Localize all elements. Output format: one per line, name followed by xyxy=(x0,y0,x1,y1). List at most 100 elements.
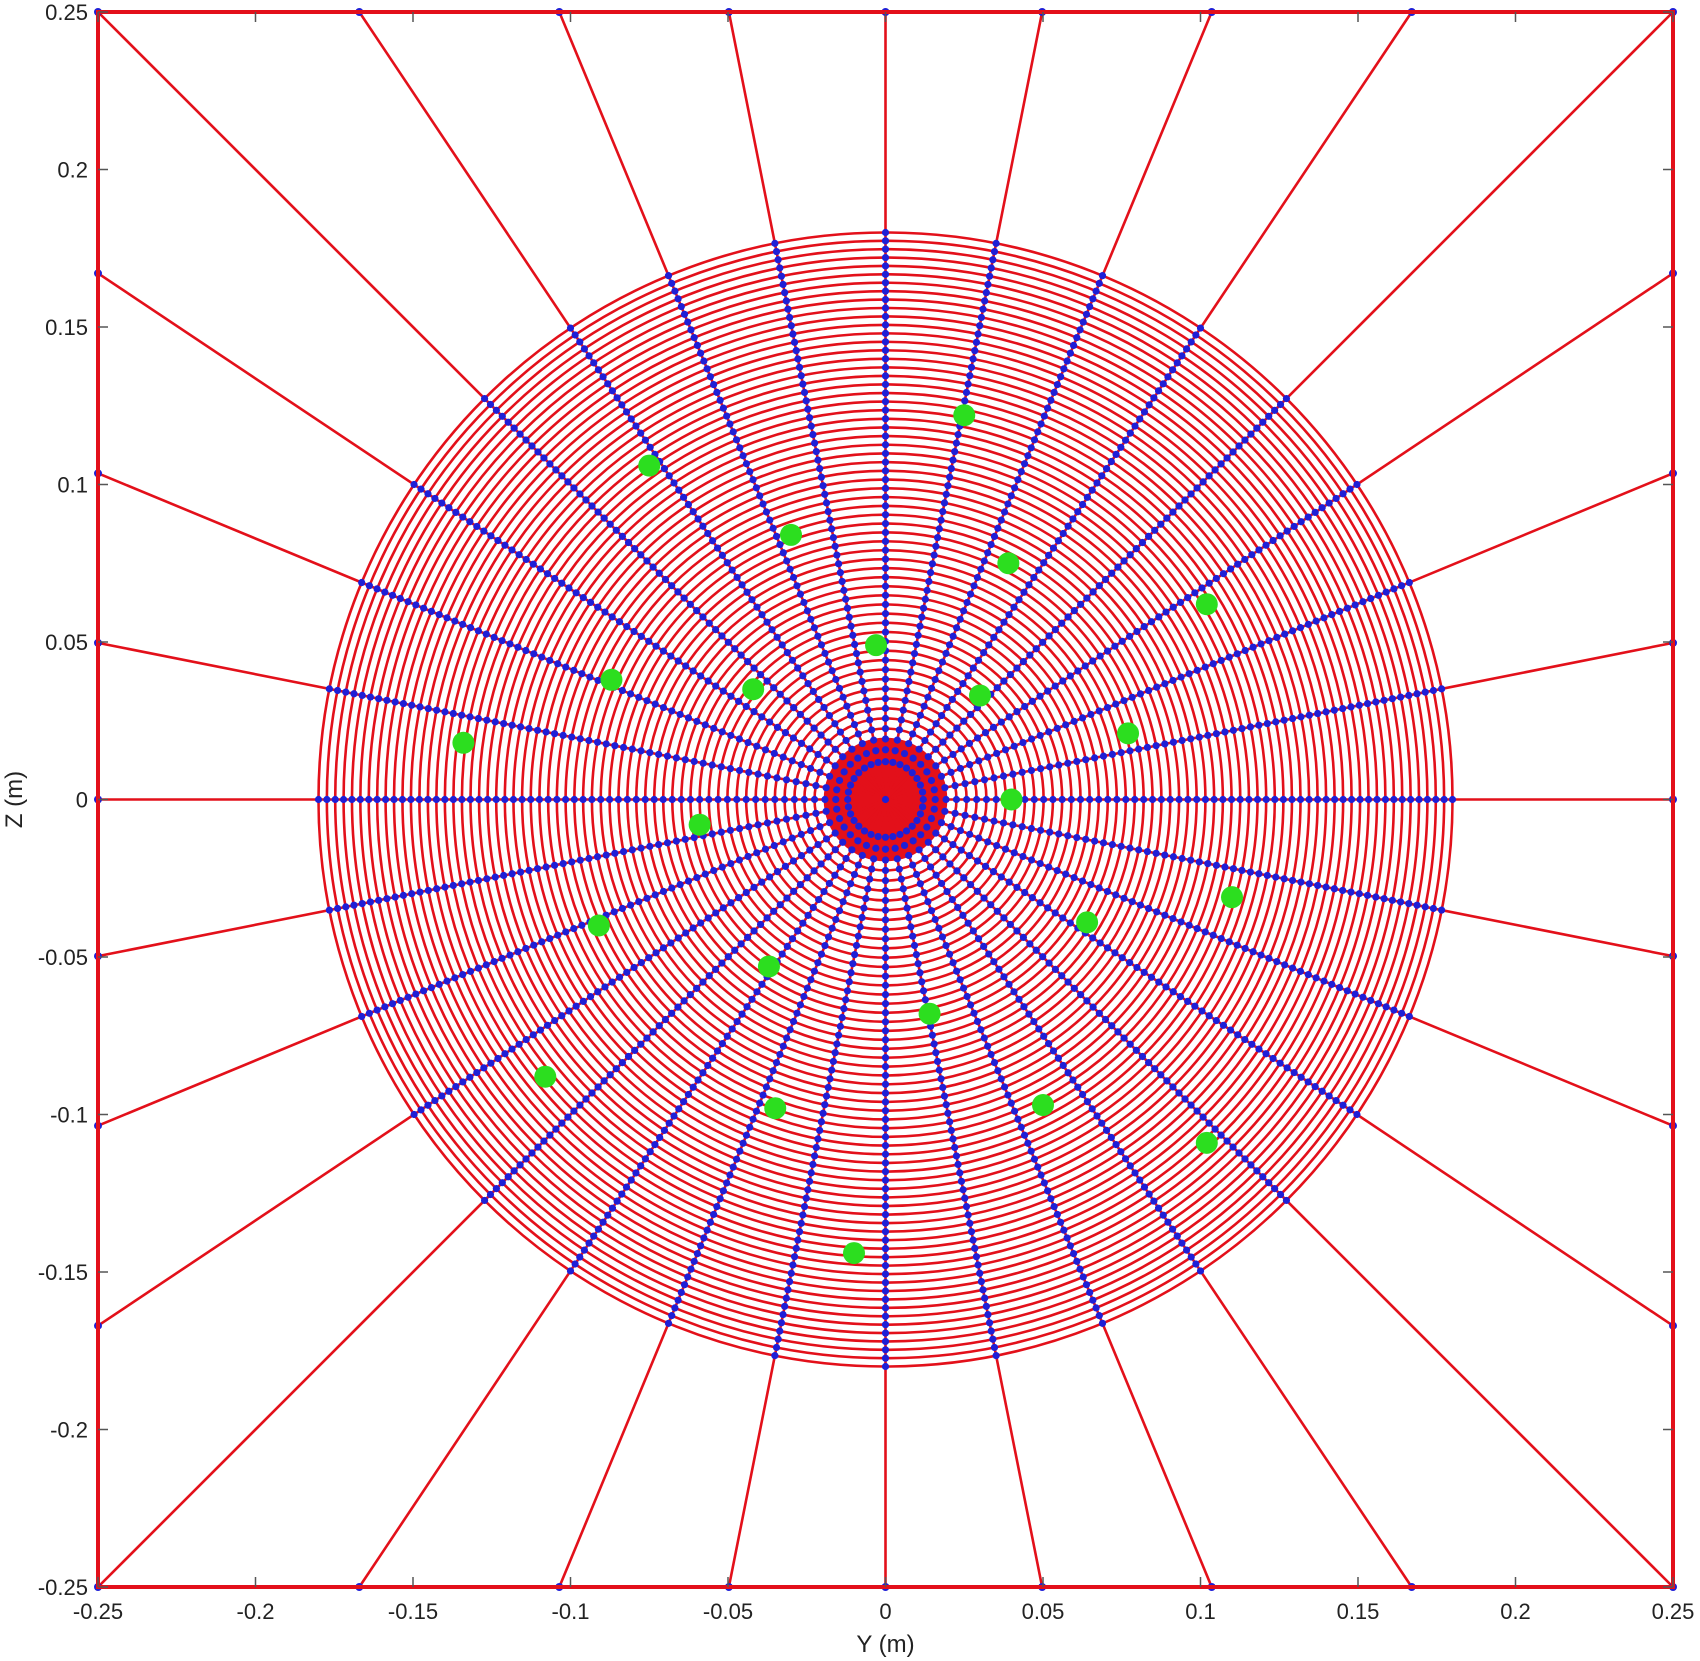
mesh-node xyxy=(1044,404,1052,412)
mesh-node xyxy=(973,1017,982,1026)
mesh-node xyxy=(966,830,974,838)
mesh-node xyxy=(554,931,562,939)
mesh-node xyxy=(1030,1155,1039,1163)
mesh-node xyxy=(840,586,848,594)
mesh-node xyxy=(937,711,946,720)
mesh-node xyxy=(1040,795,1048,804)
mesh-node xyxy=(637,429,645,437)
mesh-node xyxy=(1091,837,1099,845)
mesh-node xyxy=(492,795,500,804)
mesh-node xyxy=(804,911,812,919)
mesh-node xyxy=(388,1000,397,1008)
mesh-node xyxy=(947,465,955,473)
x-tick-label: 0.15 xyxy=(1337,1599,1380,1624)
mesh-node xyxy=(637,747,645,755)
mesh-node xyxy=(881,312,890,321)
mesh-node xyxy=(896,760,904,769)
mesh-node xyxy=(831,871,839,879)
y-tick-label: 0.25 xyxy=(45,0,88,25)
mesh-node xyxy=(1343,604,1351,612)
mesh-node xyxy=(1281,961,1289,969)
mesh-node xyxy=(681,756,689,764)
mesh-node xyxy=(1235,442,1243,450)
mesh-node xyxy=(643,557,651,565)
mesh-node xyxy=(480,1196,489,1205)
mesh-node xyxy=(719,1187,728,1195)
mesh-node xyxy=(838,1013,846,1022)
mesh-node xyxy=(576,735,584,743)
mesh-node xyxy=(829,533,838,542)
mesh-node xyxy=(710,380,718,389)
mesh-node xyxy=(774,1335,782,1343)
mesh-node xyxy=(788,834,796,842)
mesh-node xyxy=(835,814,844,823)
mesh-node xyxy=(540,454,548,462)
mesh-node xyxy=(528,1149,536,1157)
mesh-node xyxy=(1095,795,1103,804)
mesh-node xyxy=(1238,866,1246,875)
mesh-node xyxy=(522,1035,530,1044)
mesh-node xyxy=(628,846,636,854)
mesh-node xyxy=(1036,765,1045,773)
mesh-node xyxy=(1234,560,1242,568)
mesh-node xyxy=(941,807,949,815)
mesh-node xyxy=(693,341,702,350)
mesh-node xyxy=(796,590,805,598)
mesh-node xyxy=(982,795,991,804)
mesh-node xyxy=(800,1202,809,1211)
mesh-node xyxy=(1255,721,1263,729)
mesh-node xyxy=(572,589,580,597)
mesh-node xyxy=(1089,588,1097,596)
mesh-node xyxy=(501,541,509,549)
mesh-node xyxy=(1089,1003,1097,1011)
mesh-node xyxy=(1135,745,1143,753)
mesh-node xyxy=(618,532,627,541)
mesh-node xyxy=(599,373,607,381)
mesh-node xyxy=(1005,980,1013,988)
mesh-node xyxy=(942,795,950,804)
mesh-node xyxy=(1211,1125,1219,1133)
mesh-node xyxy=(833,551,841,559)
mesh-node xyxy=(959,911,967,919)
mesh-node xyxy=(433,885,441,893)
mesh-node xyxy=(1045,959,1053,967)
mesh-node xyxy=(758,980,766,988)
mesh-node xyxy=(901,696,909,705)
mesh-node xyxy=(1178,736,1186,745)
mesh-node xyxy=(1162,983,1170,991)
mesh-node xyxy=(690,833,698,842)
mesh-node xyxy=(516,430,524,438)
mesh-node xyxy=(383,696,391,704)
mesh-node xyxy=(889,758,897,767)
mesh-node xyxy=(979,1286,987,1294)
mesh-node xyxy=(1304,620,1312,628)
mesh-node xyxy=(480,394,489,403)
mesh-node xyxy=(814,840,822,849)
mesh-node xyxy=(1030,436,1039,444)
mesh-node xyxy=(973,573,982,582)
mesh-node xyxy=(1367,594,1375,603)
mesh-node xyxy=(744,852,752,861)
mesh-node xyxy=(833,1040,841,1048)
mesh-node xyxy=(586,992,595,1001)
mesh-node xyxy=(646,842,654,850)
mesh-node xyxy=(1191,1002,1199,1010)
mesh-node xyxy=(490,958,498,966)
mesh-node xyxy=(576,1101,584,1109)
mesh-node xyxy=(1187,490,1195,498)
mesh-node xyxy=(804,680,812,688)
mesh-node xyxy=(779,753,787,761)
mesh-node xyxy=(816,768,824,776)
mesh-node xyxy=(1169,988,1177,996)
mesh-node xyxy=(604,380,612,388)
mesh-node xyxy=(566,1267,575,1275)
mesh-node xyxy=(554,660,562,668)
mesh-node xyxy=(919,795,927,804)
mesh-node xyxy=(881,582,890,590)
mesh-node xyxy=(881,954,890,962)
mesh-node xyxy=(881,423,890,432)
mesh-node xyxy=(701,721,709,729)
mesh-node xyxy=(663,839,672,847)
mesh-node xyxy=(1063,1234,1071,1242)
mesh-node xyxy=(839,838,847,846)
